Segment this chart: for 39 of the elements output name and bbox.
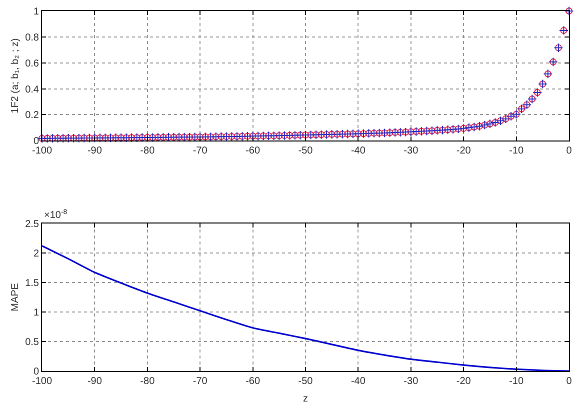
x-tick-label: -80 — [140, 146, 156, 157]
y-tick-label: 0 — [33, 366, 40, 378]
x-tick-label: -30 — [404, 376, 419, 387]
x-tick-label: -40 — [350, 146, 366, 157]
x-tick-label: -10 — [509, 146, 524, 157]
x-tick-label: -30 — [404, 146, 419, 157]
x-tick-label: -100 — [32, 146, 52, 157]
x-tick-label: -90 — [87, 376, 102, 387]
x-tick-label: -60 — [246, 376, 260, 387]
x-tick-label: -50 — [298, 376, 314, 387]
y-tick-label: 2.5 — [25, 218, 40, 230]
text: ×10$^{-8}$ — [44, 209, 68, 222]
x-tick-label: -80 — [140, 376, 156, 387]
x-tick-label: -100 — [32, 376, 52, 387]
y-tick-label: 2 — [33, 248, 40, 260]
y-tick-label: 0.5 — [25, 336, 40, 348]
x-tick-label: -20 — [456, 376, 472, 387]
y-tick-label: 0.8 — [25, 32, 40, 44]
y-tick-label: 0.6 — [25, 58, 40, 70]
x-tick-label: -60 — [246, 146, 260, 157]
y-tick-label: 1.5 — [25, 278, 40, 289]
x-tick-label: -70 — [192, 376, 208, 387]
y-tick-label: 0.4 — [25, 84, 40, 96]
x-tick-label: -20 — [456, 146, 472, 157]
y-tick-label: 1 — [33, 6, 40, 18]
x-tick-label: -70 — [192, 146, 208, 157]
x-tick-label: 0 — [566, 376, 572, 387]
y-axis-title: MAPE — [10, 282, 22, 312]
x-tick-label: -90 — [87, 146, 102, 157]
x-axis-title: z — [303, 394, 308, 404]
y-tick-label: 0 — [33, 136, 40, 148]
line-series — [42, 245, 569, 371]
x-tick-label: -40 — [350, 376, 366, 387]
x-tick-label: -10 — [509, 376, 524, 387]
y-tick-label: 0.2 — [25, 110, 40, 122]
x-tick-label: -50 — [298, 146, 314, 157]
y-tick-label: 1 — [33, 307, 40, 318]
y-axis-title: 1F2 (a; b₁, b₂ ; z) — [10, 38, 22, 114]
x-tick-label: 0 — [566, 146, 572, 157]
